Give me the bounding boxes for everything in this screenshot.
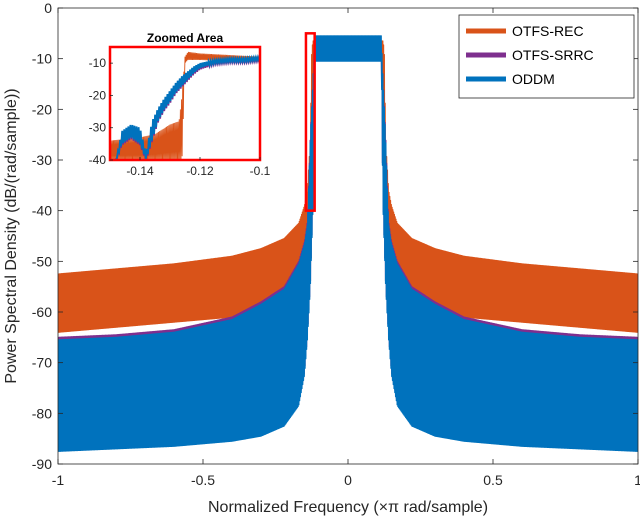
y-axis-label: Power Spectral Density (dB/(rad/sample)) bbox=[3, 88, 20, 383]
inset-x-tick-label: -0.12 bbox=[186, 164, 214, 178]
inset-title: Zoomed Area bbox=[147, 31, 224, 45]
main-series-group bbox=[58, 35, 638, 452]
inset-y-tick-label: -40 bbox=[89, 153, 107, 167]
legend-label-oddm: ODDM bbox=[512, 71, 555, 87]
inset-y-tick-label: -30 bbox=[89, 121, 107, 135]
x-tick-label: 1 bbox=[634, 472, 640, 488]
series-oddm-line bbox=[58, 35, 638, 452]
x-tick-label: -1 bbox=[52, 472, 65, 488]
x-tick-label: 0 bbox=[344, 472, 352, 488]
y-tick-label: -10 bbox=[32, 51, 52, 67]
inset-frame bbox=[108, 45, 262, 162]
y-tick-label: -50 bbox=[32, 253, 52, 269]
inset-oddm-line bbox=[115, 53, 260, 160]
inset-y-tick-label: -20 bbox=[89, 88, 107, 102]
legend-label-otfs-rec: OTFS-REC bbox=[512, 23, 584, 39]
inset-y-tick-label: -10 bbox=[89, 56, 107, 70]
y-tick-label: -90 bbox=[32, 456, 52, 472]
legend-entries: OTFS-REC OTFS-SRRC ODDM bbox=[466, 23, 594, 87]
y-tick-label: -60 bbox=[32, 304, 52, 320]
x-tick-label: 0.5 bbox=[483, 472, 503, 488]
y-tick-label: -40 bbox=[32, 203, 52, 219]
y-tick-label: -80 bbox=[32, 405, 52, 421]
x-tick-label: -0.5 bbox=[191, 472, 215, 488]
inset-x-tick-label: -0.1 bbox=[250, 164, 271, 178]
zoom-box bbox=[304, 32, 316, 212]
y-tick-label: 0 bbox=[44, 0, 52, 16]
legend-label-otfs-srrc: OTFS-SRRC bbox=[512, 47, 594, 63]
legend: OTFS-REC OTFS-SRRC ODDM bbox=[458, 14, 635, 99]
y-tick-label: -30 bbox=[32, 152, 52, 168]
x-axis-label: Normalized Frequency (×π rad/sample) bbox=[208, 499, 488, 516]
inset-ticks: -0.14 -0.12 -0.1 -10 -20 -30 -40 bbox=[89, 56, 271, 178]
y-tick-label: -70 bbox=[32, 355, 52, 371]
inset-series-group bbox=[110, 51, 260, 160]
main-ticks: -1 -0.5 0 0.5 1 0 -10 -20 -30 -40 -50 -60 -70 -80 -90 bbox=[32, 0, 640, 488]
y-tick-label: -20 bbox=[32, 101, 52, 117]
inset-x-tick-label: -0.14 bbox=[126, 164, 154, 178]
